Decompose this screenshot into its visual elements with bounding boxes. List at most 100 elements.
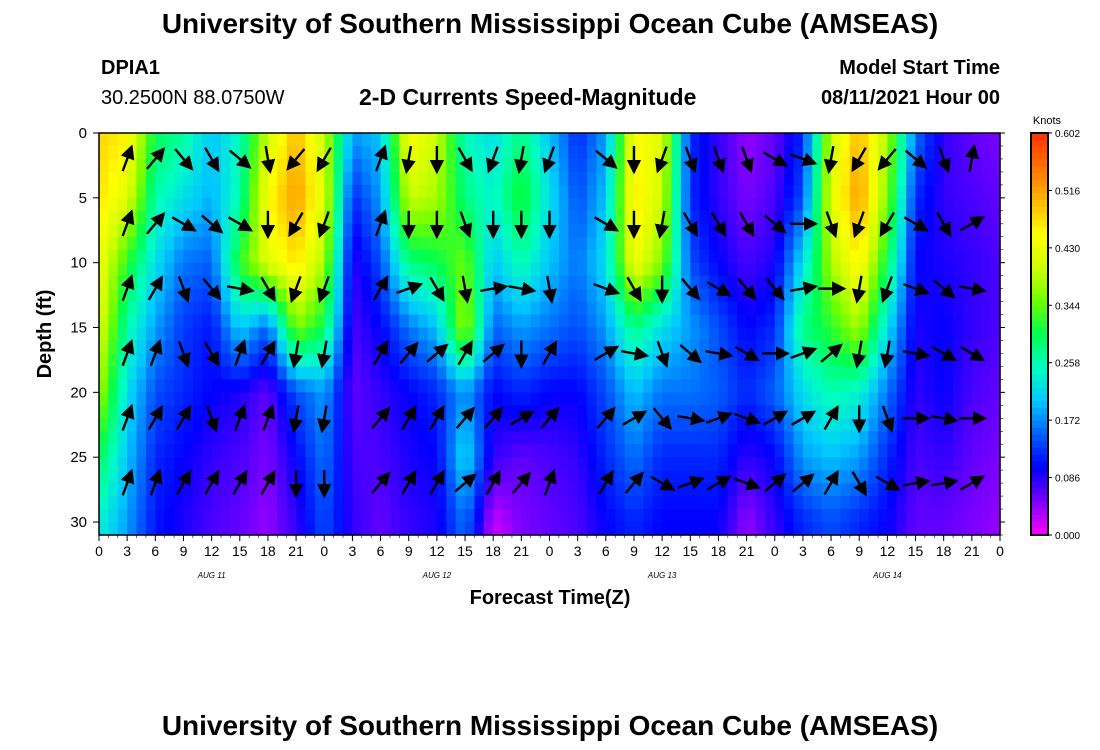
heatmap-cell: [840, 171, 851, 186]
heatmap-cell: [802, 210, 813, 225]
heatmap-cell: [361, 470, 372, 484]
heatmap-cell: [727, 184, 738, 199]
heatmap-cell: [549, 223, 560, 238]
heatmap-cell: [812, 210, 823, 225]
heatmap-cell: [821, 210, 832, 225]
heatmap-cell: [755, 483, 766, 497]
heatmap-cell: [333, 431, 344, 445]
heatmap-cell: [633, 496, 644, 510]
heatmap-cell: [483, 405, 494, 419]
heatmap-cell: [286, 145, 297, 160]
heatmap-cell: [784, 366, 795, 380]
heatmap-cell: [145, 353, 156, 368]
heatmap-cell: [389, 133, 400, 147]
heatmap-cell: [296, 457, 307, 471]
heatmap-cell: [474, 249, 485, 264]
heatmap-cell: [718, 133, 729, 147]
heatmap-cell: [380, 288, 391, 303]
colorbar-tick-label: 0.430: [1055, 244, 1080, 255]
heatmap-cell: [399, 392, 410, 406]
heatmap-cell: [709, 236, 720, 251]
heatmap-cell: [934, 314, 945, 329]
heatmap-cell: [521, 509, 532, 523]
heatmap-cell: [887, 353, 898, 368]
heatmap-cell: [258, 171, 269, 186]
heatmap-cell: [540, 249, 551, 264]
heatmap-cell: [549, 327, 560, 342]
heatmap-cell: [249, 470, 260, 484]
heatmap-cell: [361, 392, 372, 406]
heatmap-cell: [793, 171, 804, 186]
heatmap-cell: [971, 133, 982, 147]
current-vector: [712, 146, 726, 174]
heatmap-cell: [765, 314, 776, 329]
heatmap-cell: [943, 496, 954, 510]
heatmap-cell: [746, 262, 757, 277]
heatmap-cell: [971, 223, 982, 238]
heatmap-cell: [164, 171, 175, 186]
heatmap-cell: [821, 457, 832, 471]
heatmap-cell: [427, 366, 438, 380]
heatmap-cell: [446, 470, 457, 484]
heatmap-cell: [662, 340, 673, 355]
heatmap-cell: [680, 405, 691, 419]
heatmap-cell: [427, 509, 438, 523]
heatmap-cell: [389, 483, 400, 497]
heatmap-cell: [483, 145, 494, 160]
heatmap-cell: [389, 509, 400, 523]
heatmap-cell: [915, 405, 926, 419]
heatmap-cell: [192, 418, 203, 432]
heatmap-cell: [305, 405, 316, 419]
current-vector: [706, 475, 732, 491]
heatmap-cell: [877, 262, 888, 277]
heatmap-cell: [352, 236, 363, 251]
heatmap-cell: [493, 431, 504, 445]
heatmap-cell: [164, 353, 175, 368]
current-vector: [148, 468, 163, 496]
heatmap-cell: [99, 275, 109, 290]
heatmap-cell: [371, 314, 382, 329]
heatmap-cell: [99, 444, 109, 458]
heatmap-cell: [530, 197, 541, 212]
current-vector: [205, 405, 219, 433]
current-vector: [789, 281, 819, 296]
heatmap-cell: [465, 314, 476, 329]
heatmap-cell: [296, 210, 307, 225]
heatmap-cell: [145, 392, 156, 406]
heatmap-cell: [155, 197, 166, 212]
heatmap-cell: [389, 184, 400, 199]
heatmap-cell: [230, 379, 241, 393]
heatmap-cell: [765, 366, 776, 380]
heatmap-cell: [136, 444, 147, 458]
heatmap-cell: [267, 444, 278, 458]
heatmap-cell: [596, 431, 607, 445]
heatmap-cell: [258, 366, 269, 380]
heatmap-cell: [155, 262, 166, 277]
current-vector: [902, 475, 931, 491]
heatmap-cell: [587, 483, 598, 497]
heatmap-cell: [849, 210, 860, 225]
heatmap-cell: [455, 509, 466, 523]
heatmap-cell: [136, 210, 147, 225]
heatmap-cell: [953, 288, 964, 303]
colorbar-segment: [1031, 213, 1048, 221]
heatmap-cell: [887, 496, 898, 510]
heatmap-cell: [990, 262, 1001, 277]
heatmap-cell: [258, 133, 269, 147]
heatmap-cell: [483, 379, 494, 393]
heatmap-cell: [446, 171, 457, 186]
heatmap-cell: [361, 197, 372, 212]
heatmap-cell: [821, 275, 832, 290]
heatmap-cell: [662, 457, 673, 471]
heatmap-cell: [286, 249, 297, 264]
x-tick-label: 0: [546, 543, 554, 559]
heatmap-cell: [577, 314, 588, 329]
heatmap-cell: [699, 223, 710, 238]
heatmap-cell: [258, 249, 269, 264]
x-tick-label: 9: [855, 543, 863, 559]
heatmap-cell: [474, 210, 485, 225]
heatmap-cell: [887, 431, 898, 445]
colorbar-segment: [1031, 166, 1048, 174]
heatmap-cell: [221, 171, 231, 186]
heatmap-cell: [521, 262, 532, 277]
